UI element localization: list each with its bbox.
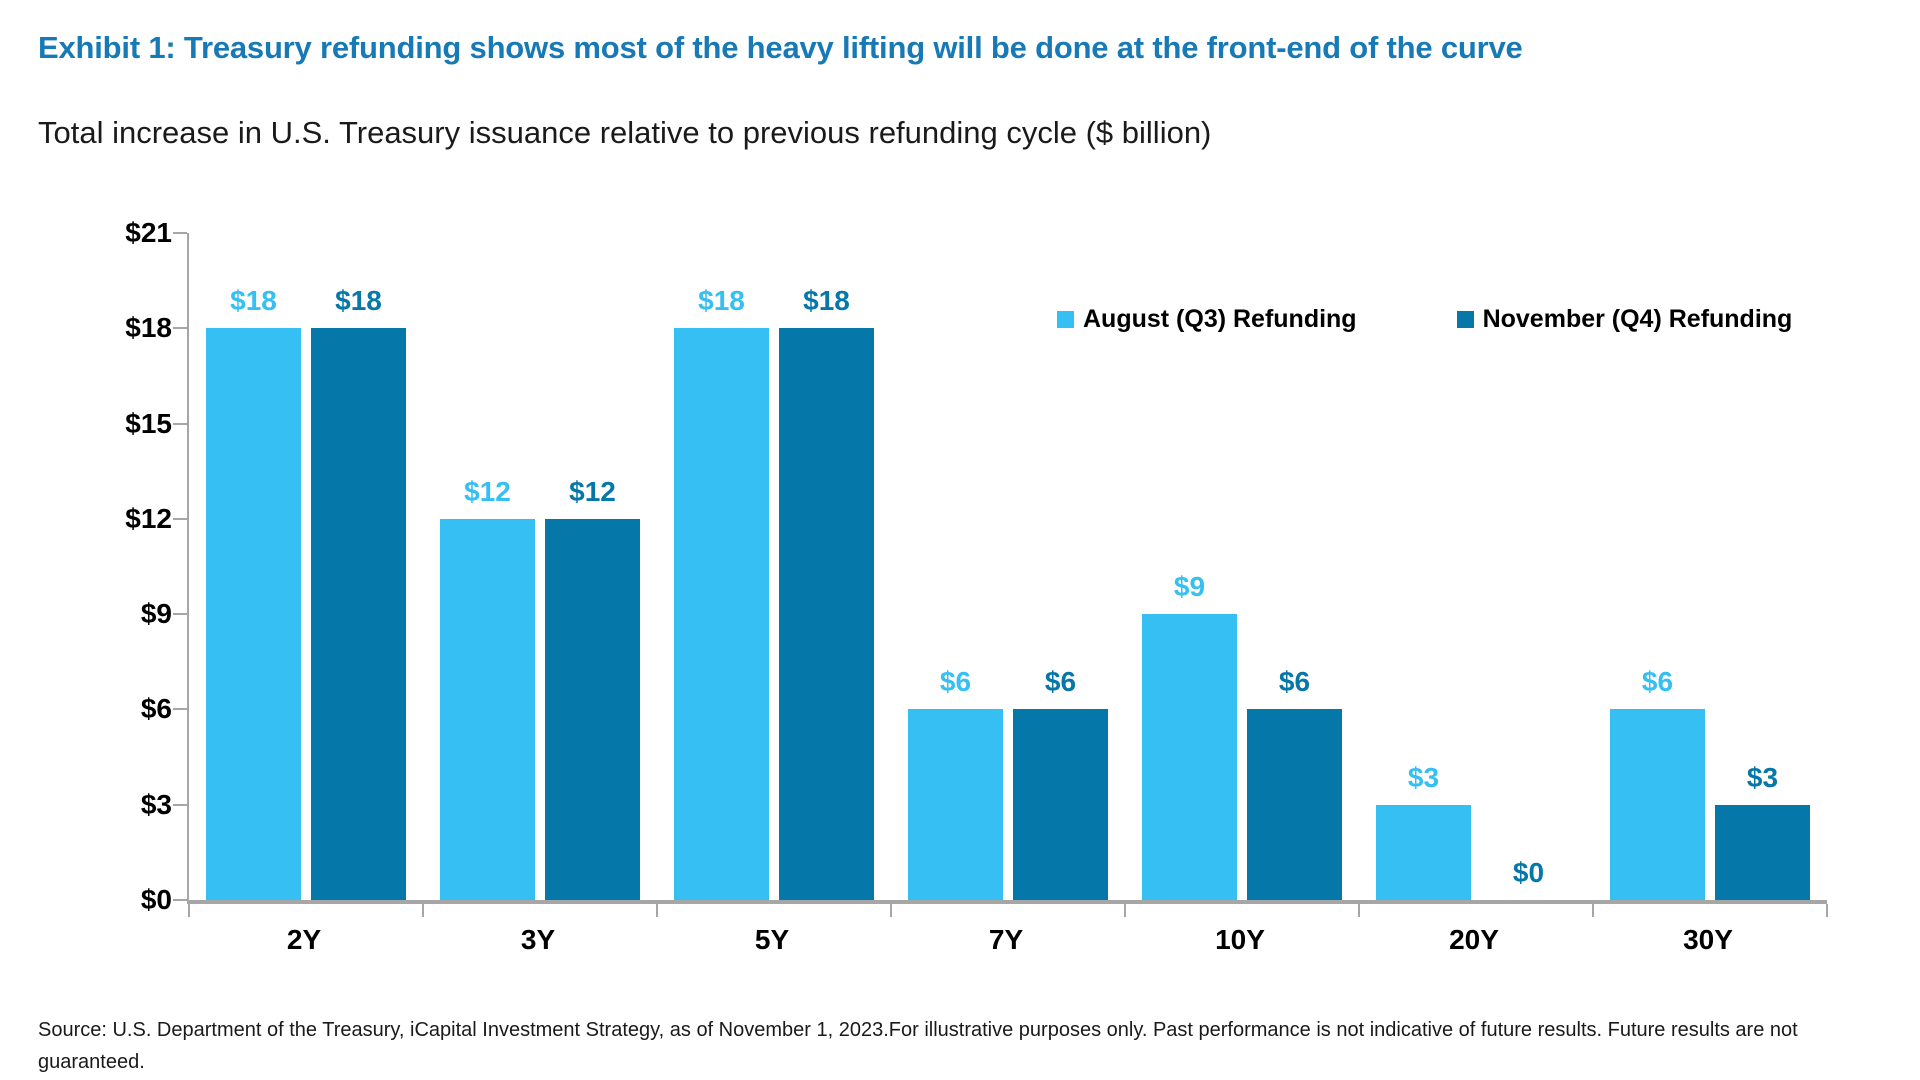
y-tick-label: $0 <box>140 884 172 915</box>
y-tick-mark <box>173 517 187 520</box>
bar-value-label: $12 <box>464 475 511 507</box>
bar-value-label: $6 <box>1641 666 1674 698</box>
x-category-label: 5Y <box>754 924 790 955</box>
bar-group-3y: $12 $12 <box>423 233 657 900</box>
legend: August (Q3) Refunding November (Q4) Refun… <box>1057 305 1792 334</box>
bar-group-7y: $6 $6 <box>891 233 1125 900</box>
bar-value-label: $12 <box>569 475 616 507</box>
y-tick-label: $6 <box>140 693 172 725</box>
x-tick-mark <box>1358 904 1360 917</box>
bar: $18 <box>779 286 874 900</box>
y-axis-labels: $0 $3 $6 $9 $12 $15 $18 $21 <box>40 217 172 915</box>
bar-value-label: $6 <box>1278 666 1311 698</box>
y-tick-mark <box>173 613 187 616</box>
y-tick-mark <box>173 327 187 330</box>
bar-group-20y: $3 $0 <box>1359 233 1593 900</box>
bar: $18 <box>674 286 769 900</box>
bar: $3 <box>1376 762 1471 900</box>
bar-value-label: $3 <box>1407 761 1440 793</box>
bar-group-30y: $6 $3 <box>1593 233 1827 900</box>
x-tick-mark <box>422 904 424 917</box>
bar: $6 <box>908 667 1003 900</box>
x-tick-mark <box>1592 904 1594 917</box>
bar: $12 <box>545 476 640 900</box>
x-tick-mark <box>188 904 190 917</box>
x-tick-mark <box>1124 904 1126 917</box>
bar: $18 <box>311 286 406 900</box>
y-tick-mark <box>173 708 187 711</box>
x-axis-labels: 2Y 3Y 5Y 7Y 10Y 20Y 30Y <box>187 924 1825 956</box>
legend-item: November (Q4) Refunding <box>1456 305 1793 334</box>
x-category-label: 20Y <box>1449 924 1499 955</box>
y-tick-label: $15 <box>125 407 172 439</box>
bar-group-2y: $18 $18 <box>189 233 423 900</box>
legend-label: November (Q4) Refunding <box>1482 305 1793 333</box>
legend-label: August (Q3) Refunding <box>1083 305 1357 333</box>
y-tick-mark <box>173 803 187 806</box>
bar-value-label: $6 <box>1044 666 1077 698</box>
legend-item: August (Q3) Refunding <box>1057 305 1357 334</box>
bar: $6 <box>1247 667 1342 900</box>
bar: $6 <box>1013 667 1108 900</box>
bar-value-label: $18 <box>335 285 382 317</box>
x-category-label: 3Y <box>520 924 556 955</box>
bar: $12 <box>440 476 535 900</box>
x-category-label: 2Y <box>286 924 322 955</box>
x-category-label: 10Y <box>1215 924 1265 955</box>
x-tick-mark <box>1826 904 1828 917</box>
source-note: Source: U.S. Department of the Treasury,… <box>38 1019 1798 1073</box>
x-category-label: 7Y <box>988 924 1024 955</box>
y-tick-mark <box>173 232 187 234</box>
legend-swatch-icon <box>1057 311 1074 328</box>
y-tick-mark <box>173 899 187 901</box>
bar: $6 <box>1610 667 1705 900</box>
bar-group-10y: $9 $6 <box>1125 233 1359 900</box>
bar-value-label: $18 <box>803 285 850 317</box>
y-tick-mark <box>173 422 187 425</box>
bar-value-label: $9 <box>1173 571 1206 603</box>
bar-value-label: $6 <box>939 666 972 698</box>
page-title: Exhibit 1: Treasury refunding shows most… <box>38 30 1523 65</box>
chart-subtitle: Total increase in U.S. Treasury issuance… <box>38 115 1212 150</box>
y-tick-label: $3 <box>140 788 172 820</box>
bar-groups: $18 $18 $12 $12 $18 $18 $6 $6 $9 $6 $3 $0 $6 $3 <box>189 233 1827 900</box>
bar: $9 <box>1142 572 1237 900</box>
bar: $18 <box>206 286 301 900</box>
bar-value-label: $18 <box>230 285 277 317</box>
bar-group-5y: $18 $18 <box>657 233 891 900</box>
x-tick-mark <box>656 904 658 917</box>
y-tick-label: $21 <box>125 217 172 248</box>
y-tick-label: $12 <box>125 502 172 534</box>
y-tick-label: $9 <box>140 598 172 630</box>
bar-value-label: $0 <box>1512 857 1545 888</box>
x-category-label: 30Y <box>1683 924 1733 955</box>
bar-value-label: $18 <box>698 285 745 317</box>
bar-value-label: $3 <box>1746 761 1779 793</box>
plot-area: $18 $18 $12 $12 $18 $18 $6 $6 $9 $6 $3 $0 $6 $3 Augus… <box>173 232 1828 917</box>
legend-swatch-icon <box>1456 311 1474 328</box>
x-tick-mark <box>890 904 892 917</box>
y-tick-label: $18 <box>125 312 172 344</box>
bar: $3 <box>1715 762 1810 900</box>
